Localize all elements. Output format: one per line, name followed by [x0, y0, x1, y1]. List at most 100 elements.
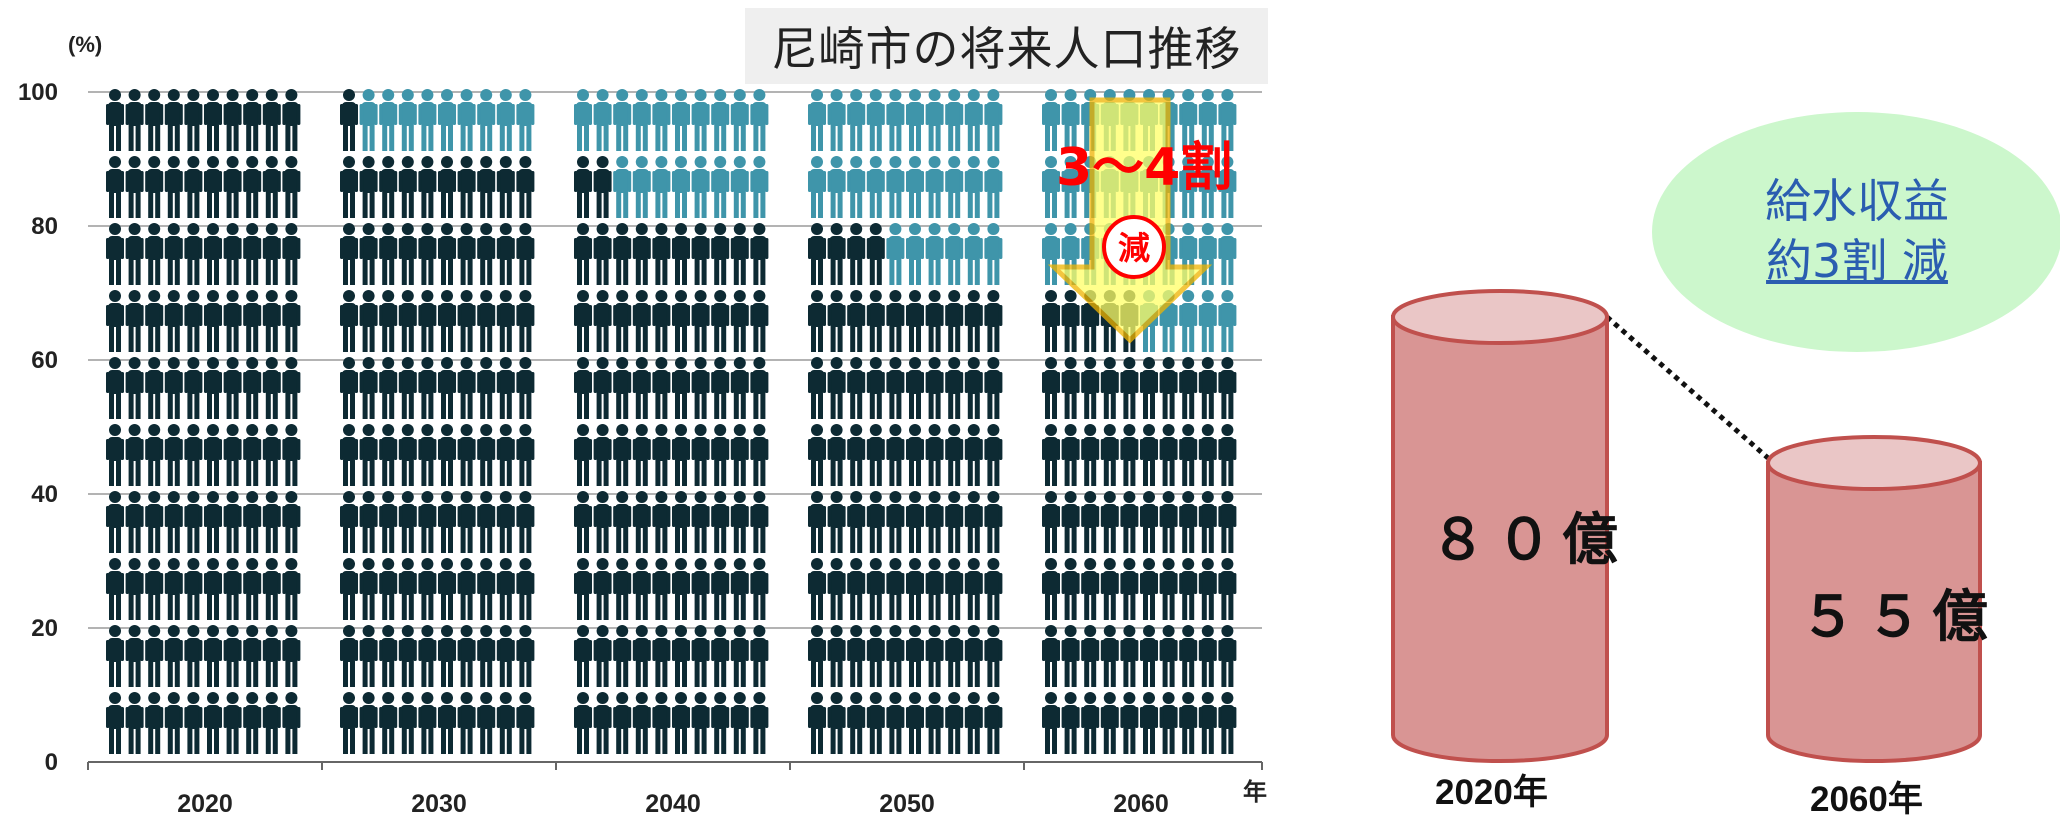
person-icon: [164, 89, 183, 151]
person-icon: [906, 223, 924, 285]
person-icon: [282, 156, 301, 218]
person-icon: [652, 491, 671, 553]
person-icon: [808, 491, 826, 553]
person-icon: [438, 692, 456, 754]
person-icon: [418, 491, 437, 553]
person-icon: [730, 156, 749, 218]
person-icon: [282, 558, 301, 620]
person-icon: [827, 89, 846, 151]
person-icon: [243, 625, 262, 687]
person-icon: [691, 290, 710, 352]
person-icon: [145, 424, 164, 486]
person-icon: [1198, 491, 1217, 553]
person-icon: [1159, 357, 1178, 419]
person-icon: [750, 357, 769, 419]
person-icon: [398, 89, 417, 151]
person-icon: [886, 692, 905, 754]
revenue-cylinders: [1391, 289, 1982, 763]
y-tick-label: 100: [18, 79, 58, 106]
person-icon: [1159, 692, 1178, 754]
person-icon: [1061, 424, 1080, 486]
person-icon: [750, 625, 769, 687]
person-icon: [359, 357, 378, 419]
person-icon: [925, 89, 944, 151]
person-icon: [730, 558, 749, 620]
year-label-2020: 2020年: [1435, 773, 1548, 812]
person-icon: [438, 491, 456, 553]
person-icon: [984, 223, 1003, 285]
person-icon: [1159, 625, 1178, 687]
person-icon: [906, 424, 924, 486]
person-icon: [750, 692, 769, 754]
person-icon: [1081, 491, 1100, 553]
person-icon: [1218, 692, 1237, 754]
person-icon: [691, 156, 710, 218]
person-icon: [438, 357, 456, 419]
person-icon: [164, 491, 183, 553]
person-icon: [652, 558, 671, 620]
person-icon: [574, 290, 592, 352]
person-icon: [223, 156, 242, 218]
person-icon: [262, 223, 281, 285]
person-icon: [243, 223, 262, 285]
person-icon: [711, 290, 730, 352]
person-icon: [438, 156, 456, 218]
person-icon: [886, 357, 905, 419]
x-tick-label: 2040: [645, 790, 701, 814]
person-icon: [691, 223, 710, 285]
person-icon: [477, 290, 496, 352]
person-icon: [652, 290, 671, 352]
x-tick-label: 2030: [411, 790, 467, 814]
bar-2040: [574, 89, 769, 754]
person-icon: [730, 89, 749, 151]
person-icon: [593, 625, 612, 687]
person-icon: [1198, 290, 1217, 352]
person-icon: [1042, 625, 1060, 687]
person-icon: [1198, 223, 1217, 285]
person-icon: [827, 625, 846, 687]
person-icon: [282, 491, 301, 553]
person-icon: [593, 424, 612, 486]
person-icon: [438, 223, 456, 285]
person-icon: [282, 357, 301, 419]
person-icon: [632, 424, 651, 486]
person-icon: [1061, 290, 1080, 352]
person-icon: [106, 357, 124, 419]
person-icon: [613, 357, 632, 419]
person-icon: [847, 558, 866, 620]
person-icon: [262, 625, 281, 687]
person-icon: [906, 156, 924, 218]
person-icon: [593, 558, 612, 620]
person-icon: [866, 558, 885, 620]
person-icon: [886, 89, 905, 151]
person-icon: [847, 89, 866, 151]
person-icon: [984, 491, 1003, 553]
person-icon: [398, 692, 417, 754]
person-icon: [691, 692, 710, 754]
person-icon: [847, 223, 866, 285]
person-icon: [925, 491, 944, 553]
person-icon: [711, 558, 730, 620]
person-icon: [418, 692, 437, 754]
person-icon: [1042, 223, 1060, 285]
person-icon: [925, 156, 944, 218]
person-icon: [164, 156, 183, 218]
x-axis-tick-labels: 2020 2030 2040 2050 2060: [177, 790, 1169, 814]
person-icon: [262, 357, 281, 419]
person-icon: [204, 491, 222, 553]
person-icon: [418, 424, 437, 486]
person-icon: [164, 558, 183, 620]
person-icon: [379, 692, 398, 754]
x-axis-label: 年: [1243, 778, 1267, 806]
person-icon: [204, 223, 222, 285]
person-icon: [106, 558, 124, 620]
person-icon: [711, 89, 730, 151]
person-icon: [632, 558, 651, 620]
person-icon: [477, 156, 496, 218]
person-icon: [340, 491, 358, 553]
person-icon: [164, 223, 183, 285]
person-icon: [808, 357, 826, 419]
person-icon: [223, 223, 242, 285]
person-icon: [964, 625, 983, 687]
person-icon: [145, 357, 164, 419]
